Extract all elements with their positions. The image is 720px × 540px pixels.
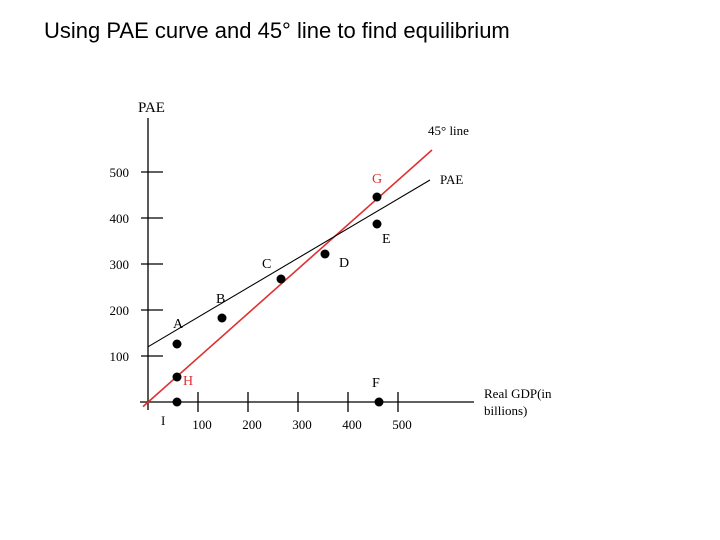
point-label-g: G [372,172,382,187]
series-45-degree-line [142,149,433,408]
series-pae-line [147,179,431,348]
point-g [372,192,382,202]
x-tick-label-200: 200 [242,417,262,432]
point-label-d: D [339,256,349,271]
x-tick-label-300: 300 [292,417,312,432]
point-b [217,313,227,323]
point-label-a: A [173,317,184,332]
point-label-c: C [262,257,271,272]
series-label-pae: PAE [440,172,463,187]
x-tick-label-100: 100 [192,417,212,432]
x-axis-label-line-1: Real GDP(in [484,386,552,401]
y-tick-label-300: 300 [110,257,130,272]
y-tick-label-500: 500 [110,165,130,180]
x-tick-label-400: 400 [342,417,362,432]
point-i [172,397,182,407]
x-tick-label-500: 500 [392,417,412,432]
slide-title: Using PAE curve and 45° line to find equ… [44,18,510,43]
series-label-45-degree: 45° line [428,123,469,138]
point-e [372,219,382,229]
point-d [320,249,330,259]
point-f [374,397,384,407]
point-c [276,274,286,284]
point-h [172,372,182,382]
y-axis-label: PAE [138,100,165,116]
y-tick-label-200: 200 [110,303,130,318]
point-label-f: F [372,376,380,391]
origin-label: I [161,413,165,428]
x-axis-label-line-2: billions) [484,403,527,418]
y-tick-label-400: 400 [110,211,130,226]
point-a [172,339,182,349]
point-label-h: H [183,374,193,389]
point-label-e: E [382,232,391,247]
point-label-b: B [216,292,225,307]
y-tick-label-100: 100 [110,349,130,364]
